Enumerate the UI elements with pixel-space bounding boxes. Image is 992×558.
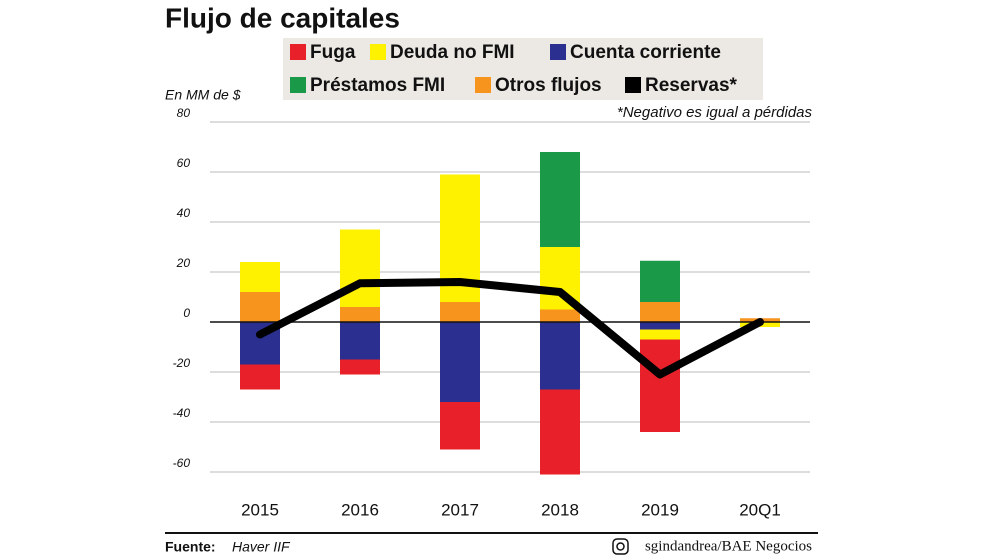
x-tick-label: 20Q1 xyxy=(739,500,781,519)
bar-segment xyxy=(640,329,680,340)
y-tick-label: 60 xyxy=(177,156,191,170)
legend-swatch xyxy=(290,44,306,60)
reservas-line xyxy=(256,278,764,379)
bar-segment xyxy=(540,322,580,390)
legend-swatch xyxy=(625,77,641,93)
x-tick-label: 2019 xyxy=(641,500,679,519)
bar-segment xyxy=(640,302,680,322)
bar-segment xyxy=(240,364,280,390)
instagram-icon xyxy=(612,538,629,555)
x-tick-label: 2017 xyxy=(441,500,479,519)
x-tick-label: 2015 xyxy=(241,500,279,519)
bar-segment xyxy=(640,339,680,432)
bar-segment xyxy=(340,229,380,307)
credit: sgindandrea/BAE Negocios xyxy=(645,538,812,554)
instagram-icon-lens xyxy=(616,542,625,551)
legend-swatch xyxy=(370,44,386,60)
bar-segment xyxy=(440,322,480,402)
bar-segment xyxy=(440,402,480,450)
x-tick-label: 2018 xyxy=(541,500,579,519)
y-tick-label: 40 xyxy=(177,206,191,220)
bar-segment xyxy=(540,152,580,247)
note: *Negativo es igual a pérdidas xyxy=(617,104,813,121)
legend-label: Fuga xyxy=(310,42,356,63)
y-axis-label: En MM de $ xyxy=(165,87,241,103)
legend-swatch xyxy=(550,44,566,60)
bar-segment xyxy=(440,302,480,322)
y-tick-label: -20 xyxy=(173,356,191,370)
y-tick-label: 0 xyxy=(183,306,190,320)
bar-segment xyxy=(340,322,380,360)
x-tick-label: 2016 xyxy=(341,500,379,519)
source: Haver IIF xyxy=(232,539,291,555)
bar-segment xyxy=(540,389,580,475)
y-tick-label: -60 xyxy=(173,456,191,470)
bar-segment xyxy=(340,307,380,322)
legend-box xyxy=(283,38,763,100)
legend-label: Otros flujos xyxy=(495,75,602,96)
bar-segment xyxy=(640,322,680,330)
y-tick-label: 20 xyxy=(176,256,191,270)
legend-swatch xyxy=(475,77,491,93)
bar-segment xyxy=(540,309,580,322)
legend-label: Reservas* xyxy=(645,75,738,96)
chart-title: Flujo de capitales xyxy=(165,2,400,33)
legend-label: Cuenta corriente xyxy=(570,42,721,63)
bar-segment xyxy=(340,359,380,375)
legend-label: Préstamos FMI xyxy=(310,75,445,96)
bar-segment xyxy=(240,292,280,322)
y-tick-label: 80 xyxy=(177,106,191,120)
bar-segment xyxy=(240,262,280,292)
source-label: Fuente: xyxy=(165,539,216,555)
legend-swatch xyxy=(290,77,306,93)
y-tick-label: -40 xyxy=(173,406,191,420)
bar-segment xyxy=(640,260,680,302)
legend-label: Deuda no FMI xyxy=(390,42,515,63)
